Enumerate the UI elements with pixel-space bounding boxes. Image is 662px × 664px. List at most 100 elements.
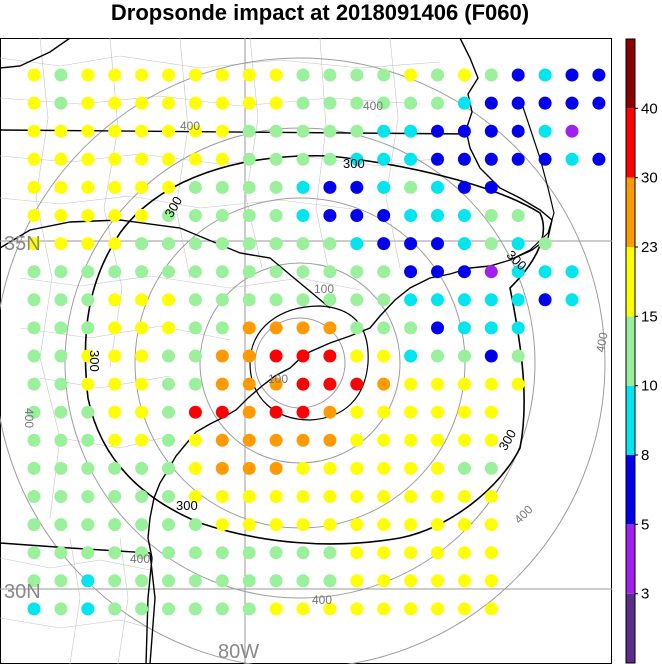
impact-dot [108, 265, 122, 279]
impact-dot [377, 96, 391, 110]
lat-label-35n: 35N [4, 233, 41, 255]
ring-label-400: 400 [312, 593, 332, 607]
impact-dot [323, 574, 337, 588]
impact-dot [242, 209, 256, 222]
impact-dot [108, 433, 122, 447]
impact-dot [511, 265, 525, 279]
impact-dot [377, 518, 391, 532]
impact-dot [242, 490, 256, 503]
impact-dot [404, 237, 418, 251]
impact-dot [27, 68, 41, 82]
impact-dot [135, 209, 149, 222]
impact-dot [162, 152, 175, 166]
impact-dot [484, 209, 498, 222]
impact-dot [431, 405, 444, 419]
impact-dot [592, 152, 606, 166]
impact-dot [81, 546, 95, 560]
impact-dot [162, 180, 175, 194]
impact-dot [431, 96, 444, 110]
impact-dot [215, 96, 229, 110]
impact-dot [215, 546, 229, 560]
impact-dot [81, 124, 95, 138]
impact-dot [457, 293, 471, 307]
impact-dots [27, 68, 606, 616]
impact-dot [484, 349, 498, 363]
impact-dot [457, 96, 471, 110]
impact-dot [377, 237, 391, 251]
impact-dot [54, 293, 68, 307]
impact-dot [242, 96, 256, 110]
impact-dot [404, 518, 418, 532]
impact-dot [404, 602, 418, 616]
impact-dot [108, 405, 122, 419]
impact-dot [377, 349, 391, 363]
impact-dot [188, 152, 202, 166]
impact-dot [108, 461, 122, 475]
impact-dot [404, 546, 418, 560]
impact-dot [296, 602, 310, 616]
colorbar-label: 40 [641, 100, 658, 117]
impact-dot [215, 265, 229, 279]
colorbar-labels: 3 5 8 10 15 23 30 40 [635, 100, 658, 603]
impact-dot [565, 124, 579, 138]
impact-dot [162, 349, 175, 363]
impact-dot [323, 96, 337, 110]
impact-dot [404, 152, 418, 166]
impact-dot [81, 574, 95, 588]
impact-dot [135, 377, 149, 391]
impact-dot [431, 124, 444, 138]
impact-dot [484, 461, 498, 475]
impact-dot [323, 321, 337, 335]
impact-dot [484, 124, 498, 138]
impact-dot [54, 96, 68, 110]
impact-dot [108, 293, 122, 307]
impact-dot [565, 96, 579, 110]
impact-dot [54, 574, 68, 588]
impact-dot [377, 405, 391, 419]
impact-dot [215, 124, 229, 138]
impact-dot [188, 180, 202, 194]
lat-label-30n: 30N [4, 581, 41, 603]
contour-300 [84, 154, 545, 545]
impact-dot [565, 152, 579, 166]
impact-dot [538, 96, 552, 110]
impact-dot [54, 68, 68, 82]
impact-dot [323, 180, 337, 194]
impact-dot [431, 518, 444, 532]
impact-dot [538, 265, 552, 279]
colorbar-bin [626, 108, 635, 178]
impact-dot [377, 152, 391, 166]
impact-dot [108, 490, 122, 503]
impact-dot [431, 377, 444, 391]
impact-dot [296, 433, 310, 447]
impact-dot [215, 321, 229, 335]
impact-dot [135, 265, 149, 279]
impact-dot [162, 546, 175, 560]
impact-dot [377, 321, 391, 335]
impact-dot [188, 377, 202, 391]
impact-dot [377, 124, 391, 138]
impact-dot [431, 180, 444, 194]
colorbar: 3 5 8 10 15 23 30 40 [625, 38, 658, 664]
impact-dot [323, 490, 337, 503]
impact-dot [242, 152, 256, 166]
impact-dot [511, 349, 525, 363]
impact-dot [242, 180, 256, 194]
impact-dot [242, 124, 256, 138]
impact-dot [242, 433, 256, 447]
impact-dot [54, 433, 68, 447]
impact-dot [242, 293, 256, 307]
impact-dot [296, 265, 310, 279]
impact-dot [81, 237, 95, 251]
impact-dot [296, 96, 310, 110]
impact-dot [565, 265, 579, 279]
impact-dot [404, 124, 418, 138]
impact-dot [323, 602, 337, 616]
impact-dot [484, 546, 498, 560]
impact-dot [188, 574, 202, 588]
ring-label-300: 300 [87, 350, 102, 372]
impact-dot [162, 124, 175, 138]
impact-dot [457, 546, 471, 560]
impact-dot [162, 209, 175, 222]
impact-dot [511, 68, 525, 82]
